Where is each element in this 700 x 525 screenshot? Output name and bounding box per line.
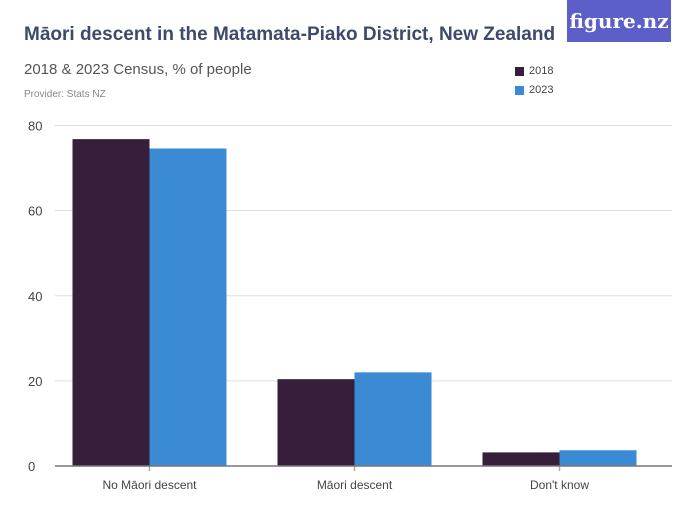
bar-2018-1	[277, 379, 355, 466]
x-tick-label: Māori descent	[317, 478, 393, 492]
legend-swatch	[515, 66, 524, 76]
bar-2023-2	[559, 450, 637, 466]
legend-label: 2023	[529, 84, 554, 96]
bar-2023-1	[354, 372, 432, 466]
legend-item-2018: 2018	[515, 65, 553, 77]
y-tick-label: 0	[28, 459, 35, 474]
chart-subtitle: 2018 & 2023 Census, % of people	[24, 61, 252, 78]
y-tick-label: 20	[28, 374, 42, 389]
legend-swatch	[515, 85, 524, 95]
bar-2018-0	[72, 139, 150, 466]
legend-item-2023: 2023	[515, 84, 553, 96]
provider-label: Provider: Stats NZ	[24, 89, 106, 100]
bar-2023-0	[149, 148, 227, 466]
y-tick-label: 80	[28, 119, 42, 134]
bar-2018-2	[482, 452, 560, 466]
y-tick-label: 40	[28, 289, 42, 304]
x-tick-label: Don't know	[530, 478, 589, 492]
x-tick-label: No Māori descent	[102, 478, 197, 492]
chart-title: Māori descent in the Matamata-Piako Dist…	[24, 24, 556, 45]
y-tick-label: 60	[28, 204, 42, 219]
figure-nz-logo[interactable]: figure.nz	[567, 0, 671, 42]
legend-label: 2018	[529, 65, 554, 77]
